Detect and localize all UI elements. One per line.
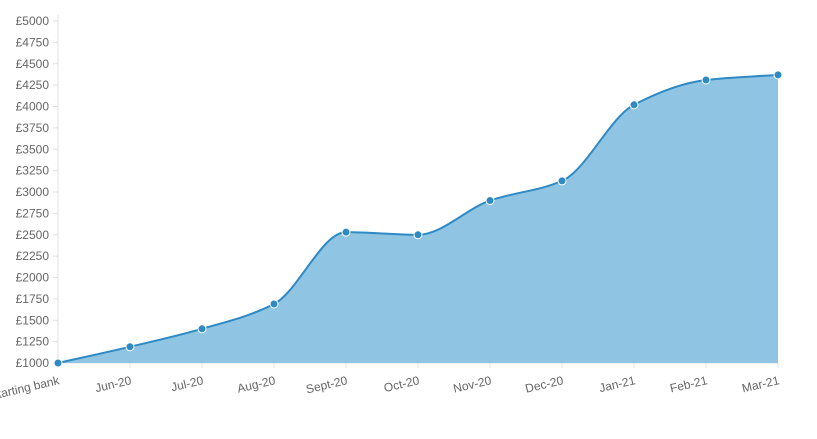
- x-tick-label: Jul-20: [170, 373, 205, 394]
- x-tick-label: Mar-21: [740, 373, 781, 395]
- y-tick-label: £1250: [16, 335, 50, 349]
- y-tick-label: £1750: [16, 292, 50, 306]
- plot-area: [53, 70, 783, 368]
- y-tick-label: £1500: [16, 313, 50, 327]
- area-fill: [58, 74, 778, 364]
- x-tick-label: Sept-20: [305, 373, 349, 396]
- y-tick-label: £3250: [16, 164, 50, 178]
- data-point[interactable]: [53, 358, 63, 368]
- x-tick-label: Oct-20: [382, 373, 421, 395]
- y-tick-label: £3500: [16, 142, 50, 156]
- y-tick-label: £4250: [16, 78, 50, 92]
- x-tick-label: Jan-21: [598, 373, 637, 395]
- data-point[interactable]: [341, 227, 351, 237]
- y-tick-label: £2500: [16, 228, 50, 242]
- data-point[interactable]: [197, 324, 207, 334]
- data-point[interactable]: [629, 100, 639, 110]
- y-tick-label: £4000: [16, 100, 50, 114]
- y-tick-label: £1000: [16, 356, 50, 370]
- data-point[interactable]: [413, 230, 423, 240]
- data-point[interactable]: [485, 196, 495, 206]
- y-tick-label: £2750: [16, 206, 50, 220]
- y-axis: £1000 £1250 £1500 £1750 £2000 £2250 £2500 £2750…: [16, 14, 59, 370]
- data-point[interactable]: [773, 70, 783, 80]
- x-tick-label: Nov-20: [452, 373, 493, 395]
- y-tick-label: £5000: [16, 14, 50, 28]
- x-tick-label: Feb-21: [668, 373, 709, 395]
- data-point[interactable]: [701, 75, 711, 85]
- y-tick-label: £2000: [16, 271, 50, 285]
- x-tick-label: Starting bank: [0, 373, 62, 403]
- data-point[interactable]: [125, 342, 135, 352]
- data-point[interactable]: [269, 299, 279, 309]
- x-axis: Starting bank Jun-20 Jul-20 Aug-20 Sept-20 Oc…: [0, 362, 781, 403]
- data-point[interactable]: [557, 176, 567, 186]
- y-tick-label: £4750: [16, 35, 50, 49]
- y-tick-label: £4500: [16, 57, 50, 71]
- y-tick-label: £2250: [16, 249, 50, 263]
- y-tick-label: £3000: [16, 185, 50, 199]
- x-tick-label: Dec-20: [524, 373, 565, 395]
- y-tick-label: £3750: [16, 121, 50, 135]
- x-tick-label: Aug-20: [236, 373, 277, 395]
- x-tick-label: Jun-20: [94, 373, 133, 395]
